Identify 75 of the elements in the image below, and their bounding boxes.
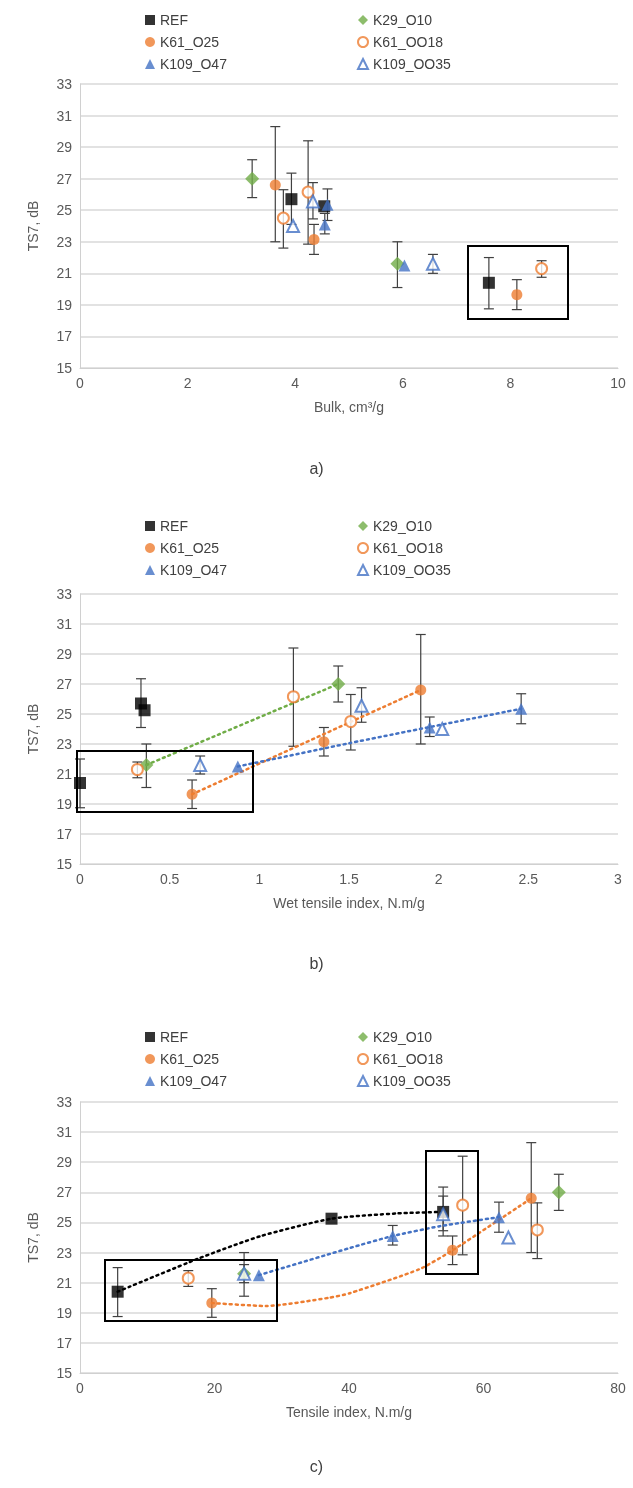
- legend-label: REF: [160, 12, 188, 28]
- text: c): [309, 1457, 324, 1475]
- y-tick-label: 29: [56, 139, 73, 156]
- x-axis-title: Wet tensile index, N.m/g: [273, 895, 425, 911]
- text: a): [309, 459, 324, 477]
- legend-label: K109_OO35: [373, 562, 452, 578]
- y-tick-label: 31: [56, 107, 73, 124]
- x-tick-label: 20: [206, 1380, 223, 1396]
- x-tick-label: 8: [506, 375, 515, 391]
- legend-label: K61_O25: [160, 34, 220, 50]
- y-tick-label: 19: [56, 796, 73, 812]
- x-tick-label: 60: [475, 1380, 492, 1396]
- x-tick-label: 2: [183, 375, 192, 391]
- y-tick-label: 33: [56, 76, 73, 92]
- y-tick-label: 25: [56, 1214, 73, 1231]
- y-tick-label: 31: [56, 1124, 73, 1141]
- legend-label: K109_O47: [160, 1073, 228, 1089]
- x-tick-label: 2: [434, 871, 443, 887]
- y-tick-label: 25: [56, 706, 73, 722]
- legend-label: K61_OO18: [373, 1051, 444, 1067]
- y-tick-label: 15: [56, 856, 73, 872]
- x-tick-label: 0: [76, 871, 85, 887]
- x-tick-label: 40: [341, 1380, 357, 1396]
- x-tick-label: 2.5: [518, 871, 539, 887]
- y-tick-label: 23: [56, 233, 73, 250]
- x-tick-label: 0.5: [159, 871, 180, 887]
- y-tick-label: 25: [56, 202, 73, 219]
- legend-label: K61_OO18: [373, 34, 444, 50]
- x-tick-label: 4: [291, 375, 300, 391]
- y-tick-label: 21: [56, 265, 73, 282]
- x-axis-title: Bulk, cm³/g: [313, 399, 385, 415]
- legend-label: K61_OO18: [373, 540, 444, 556]
- legend-label: K61_O25: [160, 1051, 220, 1067]
- legend-label: K109_OO35: [373, 56, 452, 72]
- y-tick-label: 15: [56, 360, 73, 376]
- y-tick-label: 21: [56, 1274, 73, 1291]
- x-tick-label: 0: [76, 1380, 85, 1396]
- legend-label: K29_O10: [373, 1029, 433, 1045]
- legend-label: K61_O25: [160, 540, 220, 556]
- x-tick-label: 10: [610, 375, 626, 391]
- y-tick-label: 21: [56, 766, 73, 782]
- y-tick-label: 17: [56, 826, 73, 842]
- y-tick-label: 15: [56, 1365, 73, 1381]
- x-axis-title: Tensile index, N.m/g: [285, 1404, 413, 1420]
- y-tick-label: 27: [56, 1184, 73, 1201]
- y-tick-label: 27: [56, 170, 73, 187]
- y-tick-label: 31: [56, 616, 73, 632]
- legend-label: REF: [160, 1029, 188, 1045]
- y-tick-label: 27: [56, 676, 73, 692]
- y-tick-label: 17: [56, 1334, 73, 1351]
- legend-label: K109_OO35: [373, 1073, 452, 1089]
- legend-label: K29_O10: [373, 12, 433, 28]
- y-tick-label: 23: [56, 1244, 73, 1261]
- y-tick-label: 33: [56, 1094, 73, 1110]
- x-tick-label: 1: [255, 871, 264, 887]
- x-tick-label: 6: [398, 375, 407, 391]
- y-tick-label: 19: [56, 296, 73, 313]
- y-tick-label: 23: [56, 736, 73, 752]
- legend-label: K109_O47: [160, 56, 228, 72]
- x-tick-label: 0: [76, 375, 85, 391]
- legend-label: K29_O10: [373, 518, 433, 534]
- text: b): [309, 954, 324, 972]
- legend-label: K109_O47: [160, 562, 228, 578]
- x-tick-label: 3: [614, 871, 623, 887]
- y-tick-label: 29: [56, 646, 73, 662]
- y-tick-label: 17: [56, 328, 73, 345]
- y-axis-title: TS7, dB: [25, 1212, 41, 1263]
- y-axis-title: TS7, dB: [25, 200, 41, 252]
- y-tick-label: 33: [56, 586, 73, 602]
- x-tick-label: 80: [610, 1380, 626, 1396]
- y-tick-label: 29: [56, 1154, 73, 1171]
- x-tick-label: 1.5: [339, 871, 359, 887]
- legend-label: REF: [160, 518, 188, 534]
- y-axis-title: TS7, dB: [25, 703, 41, 755]
- y-tick-label: 19: [56, 1304, 73, 1321]
